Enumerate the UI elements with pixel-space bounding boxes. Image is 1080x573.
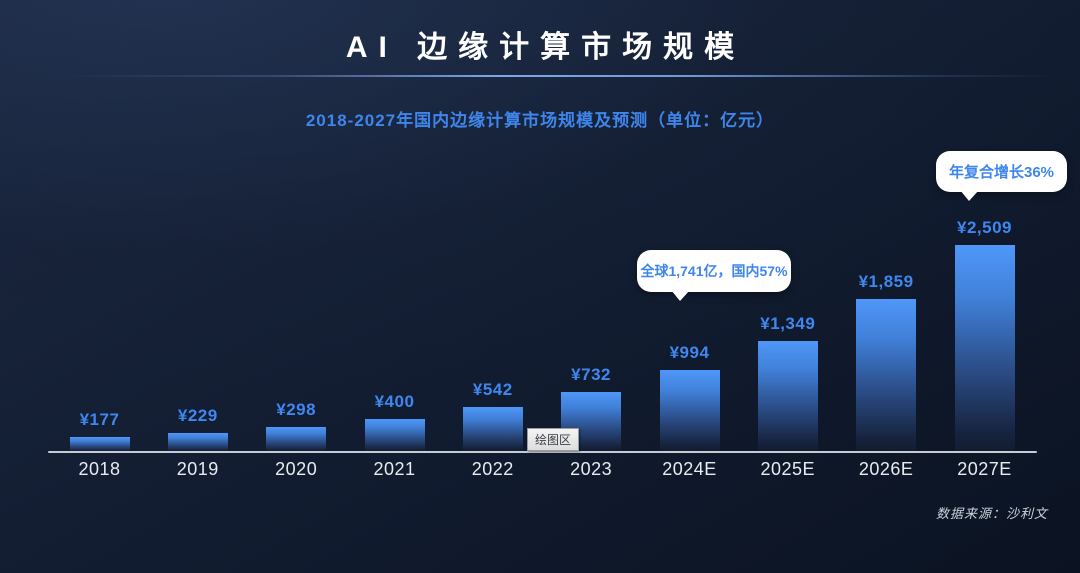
- data-source-note: 数据来源：沙利文: [936, 506, 1049, 521]
- bar-value-label: ¥542: [472, 380, 513, 400]
- bar: [856, 298, 917, 452]
- page-title: AI 边缘计算市场规模: [345, 31, 746, 64]
- x-axis-label: 2025E: [760, 459, 816, 479]
- x-axis-line: [48, 451, 1037, 453]
- bar-column: ¥400: [350, 392, 440, 452]
- bar-column: ¥177: [55, 410, 145, 452]
- bar: [659, 370, 720, 452]
- callout-cagr-label: 年复合增长36%: [948, 164, 1055, 181]
- x-axis-label: 2024E: [662, 459, 717, 479]
- callout-tail-icon: [671, 290, 690, 301]
- bar-column: ¥229: [153, 406, 243, 452]
- callout-tail-icon: [960, 190, 979, 201]
- bar-value-label: ¥177: [79, 410, 120, 430]
- bar-value-label: ¥1,349: [760, 313, 816, 333]
- x-axis-label: 2020: [275, 459, 318, 479]
- bar-value-label: ¥1,859: [858, 271, 914, 291]
- x-axis-label: 2026E: [858, 459, 914, 479]
- bar-value-label: ¥400: [374, 392, 415, 411]
- bar-column: ¥542: [448, 380, 538, 452]
- x-axis-label: 2019: [176, 459, 219, 479]
- bar: [266, 427, 327, 452]
- x-axis-label: 2021: [373, 459, 416, 479]
- bar-value-label: ¥732: [571, 364, 611, 384]
- chart-subtitle: 2018-2027年国内边缘计算市场规模及预测（单位：亿元）: [305, 111, 775, 130]
- bar-column: ¥1,349: [743, 314, 833, 452]
- bar: [69, 437, 130, 452]
- x-axis-label: 2023: [570, 459, 613, 479]
- bar-value-label: ¥994: [669, 343, 710, 362]
- bar-column: ¥994: [645, 343, 735, 452]
- bar: [954, 245, 1015, 452]
- bar-column: ¥2,509: [940, 218, 1030, 452]
- callout-global-share-label: 全球1,741亿，国内57%: [640, 263, 788, 279]
- callout-cagr[interactable]: 年复合增长36%: [936, 151, 1067, 201]
- bar-column: ¥298: [251, 400, 341, 452]
- bar-value-label: ¥229: [177, 406, 218, 426]
- bar: [462, 407, 523, 452]
- x-axis-label: 2022: [471, 459, 514, 479]
- bar: [364, 419, 425, 452]
- bar-value-label: ¥2,509: [957, 218, 1012, 237]
- title-divider: [0, 75, 1080, 77]
- plot-area-tooltip: 绘图区: [527, 428, 580, 451]
- x-axis-label: 2027E: [957, 459, 1012, 479]
- bar: [167, 433, 228, 452]
- bar: [757, 340, 818, 452]
- bar-value-label: ¥298: [276, 400, 317, 420]
- bar-column: ¥1,859: [841, 272, 931, 452]
- x-axis-label: 2018: [78, 459, 121, 479]
- callout-global-share[interactable]: 全球1,741亿，国内57%: [637, 250, 791, 301]
